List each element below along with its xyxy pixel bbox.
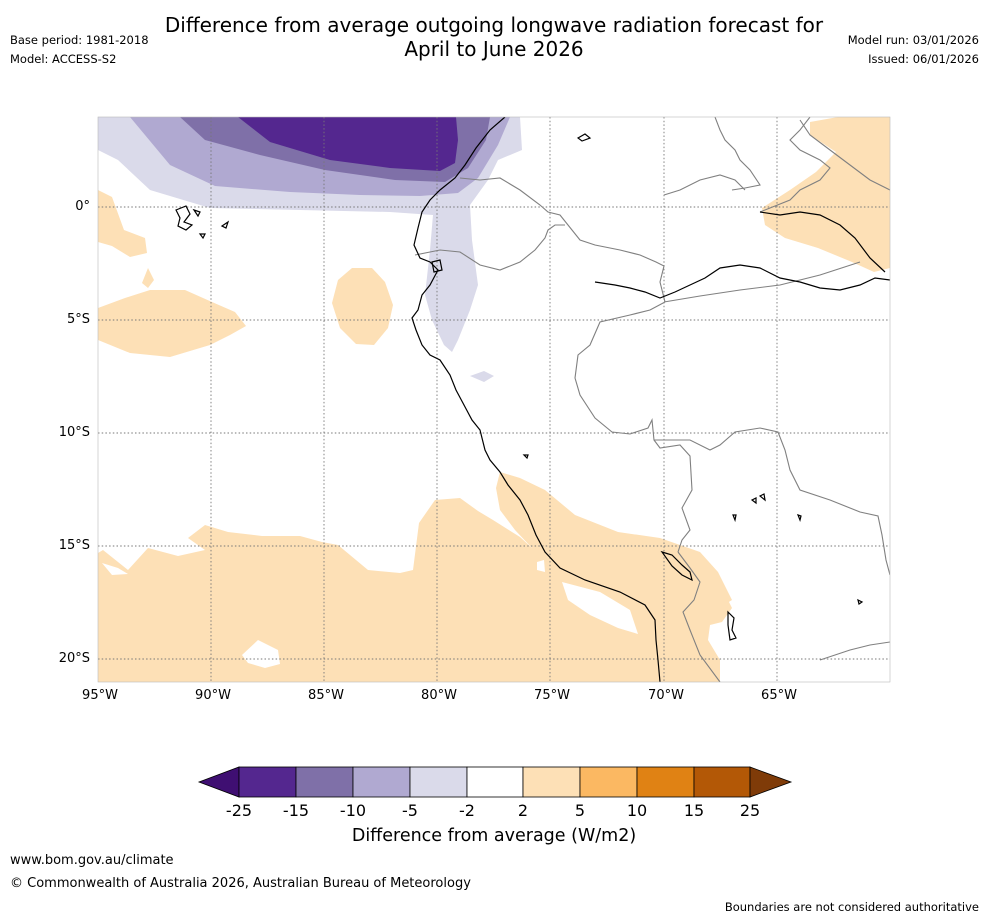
footer-disclaimer: Boundaries are not considered authoritat… (724, 900, 979, 914)
colorbar-extend-max (749, 766, 793, 798)
colorbar-tick: 2 (517, 801, 529, 820)
anomaly-area-west (98, 290, 246, 357)
model-name: Model: ACCESS-S2 (10, 52, 117, 66)
colorbar-bin-7 (579, 766, 638, 798)
lon-label-85w: 85°W (308, 688, 344, 703)
colorbar-bin-2 (295, 766, 354, 798)
anomaly-hole-south-3 (102, 563, 128, 575)
base-period: Base period: 1981-2018 (10, 33, 149, 47)
anomaly-area-ne (762, 117, 890, 272)
lon-label-75w: 75°W (534, 688, 570, 703)
title-line-2: April to June 2026 (404, 37, 584, 61)
colorbar-tick: -5 (402, 801, 418, 820)
title-line-1: Difference from average outgoing longwav… (164, 13, 824, 37)
footer-url[interactable]: www.bom.gov.au/climate (10, 853, 174, 868)
lat-label-5s: 5°S (66, 312, 90, 327)
colorbar-bin-6 (522, 766, 581, 798)
colorbar-bin-1 (238, 766, 297, 798)
colorbar-tick: -15 (282, 801, 310, 820)
lat-label-10s: 10°S (58, 425, 90, 440)
lat-label-15s: 15°S (58, 538, 90, 553)
anomaly-area-coastal (496, 472, 732, 610)
anomaly-hole-south-2 (562, 582, 638, 634)
model-run: Model run: 03/01/2026 (847, 33, 979, 47)
colorbar-extend-min (197, 766, 240, 798)
footer-copyright: © Commonwealth of Australia 2026, Austra… (10, 876, 471, 891)
colorbar-tick: -25 (225, 801, 253, 820)
map-frame (97, 116, 891, 683)
anomaly-hole-south-1 (242, 640, 280, 668)
colorbar-tick: 25 (739, 801, 761, 820)
colorbar-tick: -2 (459, 801, 475, 820)
colorbar-bin-9 (693, 766, 751, 798)
colorbar-tick: 5 (574, 801, 586, 820)
anomaly-island-minus2 (470, 371, 494, 382)
anomaly-islet (142, 268, 154, 288)
anomaly-area-offshore (332, 268, 393, 345)
lat-label-20s: 20°S (58, 651, 90, 666)
colorbar-bin-4 (409, 766, 468, 798)
colorbar-bin-3 (352, 766, 411, 798)
colorbar-title: Difference from average (W/m2) (351, 826, 637, 846)
country-boundaries (414, 117, 890, 682)
colorbar-bin-8 (636, 766, 695, 798)
map-area (98, 117, 890, 682)
anomaly-band-minus15 (238, 117, 458, 171)
lon-label-65w: 65°W (761, 688, 797, 703)
lon-label-90w: 90°W (195, 688, 231, 703)
lon-label-80w: 80°W (421, 688, 457, 703)
colorbar (197, 766, 793, 798)
anomaly-hole-south-4 (537, 560, 545, 572)
colorbar-bin-5 (466, 766, 524, 798)
colorbar-tick: 10 (626, 801, 648, 820)
colorbar-tick: 15 (683, 801, 705, 820)
graticule (98, 117, 890, 682)
coastlines (175, 117, 890, 682)
lon-label-95w: 95°W (82, 688, 118, 703)
chart-title: Difference from average outgoing longwav… (0, 13, 988, 61)
issued-date: Issued: 06/01/2026 (868, 52, 979, 66)
lon-label-70w: 70°W (648, 688, 684, 703)
lat-label-0: 0° (75, 199, 90, 214)
colorbar-tick: -10 (339, 801, 367, 820)
